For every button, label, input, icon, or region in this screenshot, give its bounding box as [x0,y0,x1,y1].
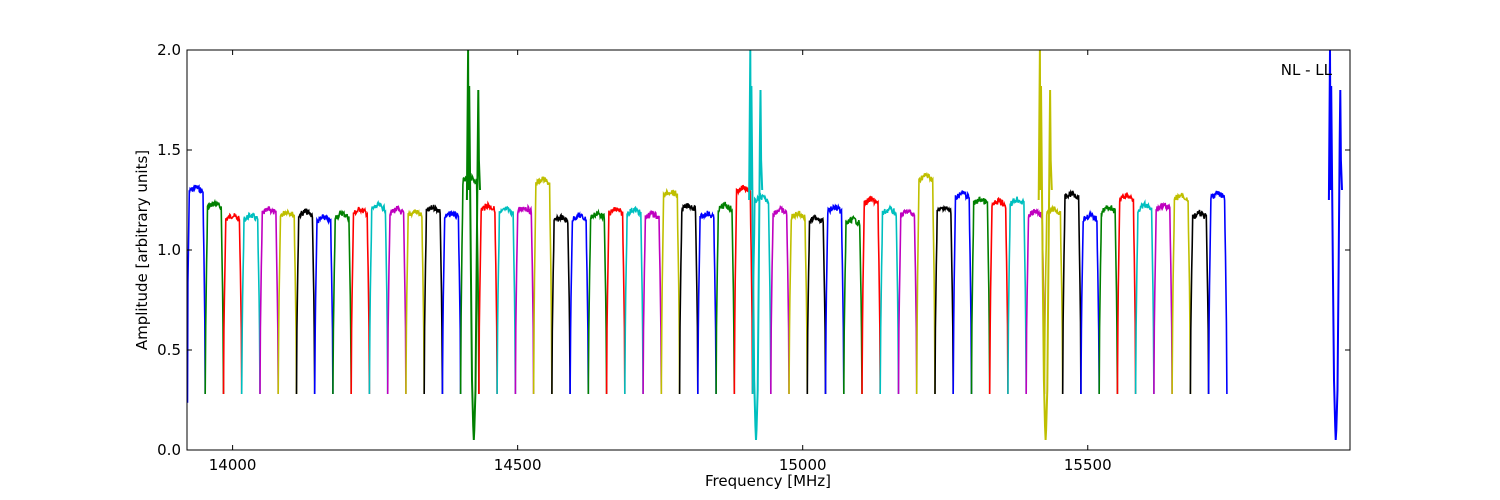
subband-line [368,199,389,395]
x-tick-label: 15000 [779,456,827,474]
subband-line [897,208,918,395]
subband-line [532,176,553,395]
subband-line [751,192,772,395]
subband-line [733,184,754,395]
subband-line [386,204,407,395]
subband-line [1171,192,1192,395]
subband-line [587,208,608,395]
chart-annotation: NL - LL [1281,61,1333,79]
subband-line [678,203,699,395]
subband-line [697,210,717,395]
subband-line [879,204,900,395]
subband-line [187,184,206,403]
subband-line [1153,201,1173,395]
subband-line [277,208,298,395]
y-tick-label: 1.0 [157,241,181,259]
y-tick-label: 1.5 [157,141,181,159]
subband-line [204,198,225,395]
x-tick-label: 15500 [1064,456,1112,474]
subband-line [332,209,352,395]
subband-line [970,196,991,395]
subband-line [1043,204,1064,395]
series-layer [187,50,1343,441]
subband-line [405,209,425,395]
subband-line [824,203,845,395]
subband-line [788,210,809,395]
subband-line [514,203,535,395]
subband-line [569,211,590,395]
subband-line [605,207,626,395]
subband-line [1134,199,1155,395]
y-tick-label: 0.5 [157,341,181,359]
subband-line [806,214,827,395]
subband-line [441,210,462,395]
subband-line [1207,190,1228,395]
subband-line [861,195,881,395]
x-tick-label: 14500 [494,456,542,474]
y-tick-label: 0.0 [157,441,181,459]
rfi-dip-line [748,50,764,441]
subband-line [1116,192,1137,395]
subband-line [313,214,334,395]
subband-line [988,196,1009,395]
subband-line [551,212,571,395]
subband-line [660,187,681,395]
subband-line [952,190,973,395]
ticks-layer: 14000 14500 15000 15500 0.0 0.5 1.0 1.5 2.0 [157,41,1350,474]
y-tick-label: 2.0 [157,41,181,59]
subband-line [350,206,371,395]
subband-line [259,205,279,395]
subband-line [624,205,644,395]
subband-line [222,212,243,395]
subband-line [423,204,444,395]
rfi-dip-line [1037,50,1053,441]
rfi-dip-line [465,50,481,441]
y-axis-label: Amplitude [arbitrary units] [133,150,151,350]
x-tick-label: 14000 [209,456,257,474]
subband-line [934,204,954,395]
subband-line [642,209,663,395]
subband-line [715,201,736,395]
subband-line [1061,189,1082,395]
subband-line [1080,209,1100,395]
subband-line [295,208,316,395]
subband-line [478,200,498,395]
subband-line [496,205,517,395]
rfi-dip-line [1327,50,1343,441]
subband-line [770,204,790,395]
x-axis-label: Frequency [MHz] [705,472,831,490]
subband-line [1189,209,1210,395]
subband-line [915,171,936,395]
subband-line [843,215,863,395]
subband-line [1098,204,1119,395]
subband-line [240,211,261,395]
subband-line [1007,196,1027,395]
